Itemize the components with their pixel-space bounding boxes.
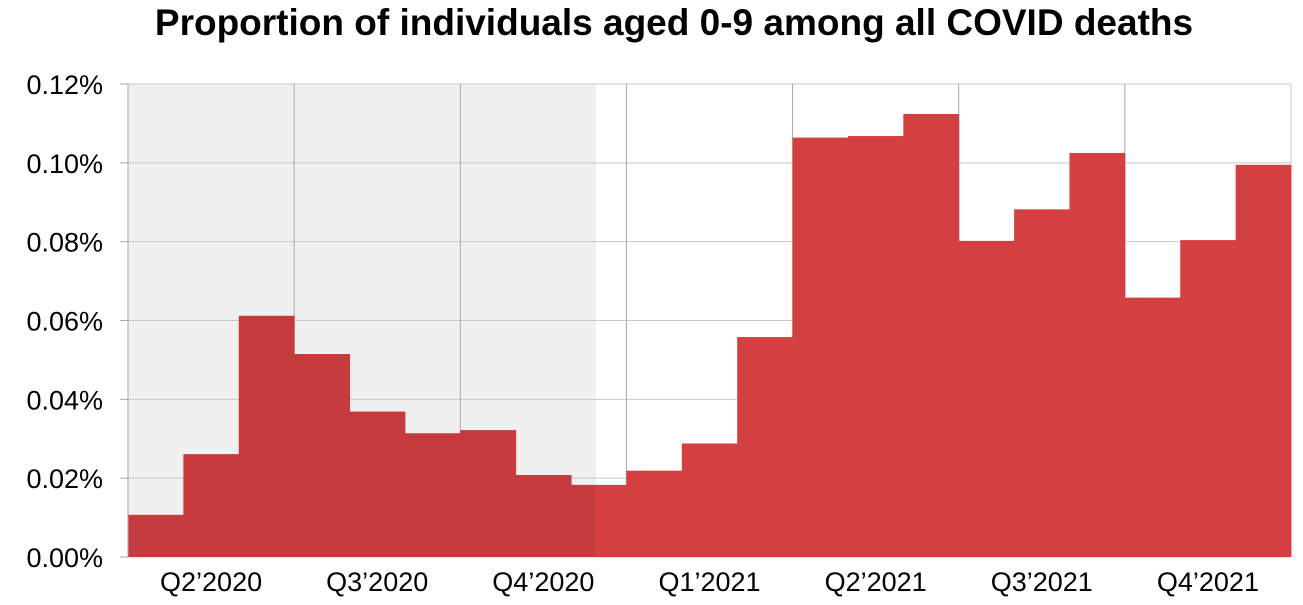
bar xyxy=(1124,297,1181,557)
y-tick-label: 0.10% xyxy=(26,149,103,179)
bar xyxy=(183,454,240,557)
bar xyxy=(460,430,517,557)
bar xyxy=(238,315,295,557)
y-tick-label: 0.02% xyxy=(26,464,103,494)
bar xyxy=(903,113,960,557)
bar xyxy=(626,470,683,557)
x-tick-label: Q4’2020 xyxy=(492,567,594,597)
x-tick-label: Q2’2020 xyxy=(160,567,262,597)
y-tick-label: 0.08% xyxy=(26,228,103,258)
chart-title: Proportion of individuals aged 0-9 among… xyxy=(155,2,1193,43)
bar xyxy=(571,484,596,557)
bar xyxy=(792,137,849,557)
bar xyxy=(128,514,184,557)
x-tick-label: Q4’2021 xyxy=(1157,567,1259,597)
bar xyxy=(847,136,904,557)
bar xyxy=(1069,152,1126,557)
bars xyxy=(128,113,1292,557)
bar xyxy=(737,337,794,557)
x-tick-label: Q3’2020 xyxy=(326,567,428,597)
bar xyxy=(349,411,406,557)
bar xyxy=(294,354,351,557)
bar-segment xyxy=(595,484,627,557)
bar xyxy=(1180,240,1237,557)
bar xyxy=(404,433,461,557)
y-tick-label: 0.12% xyxy=(26,70,103,100)
bar xyxy=(1235,164,1292,557)
x-tick-label: Q1’2021 xyxy=(658,567,760,597)
bar xyxy=(1014,209,1070,557)
y-tick-label: 0.06% xyxy=(26,307,103,337)
axes: 0.00% 0.02% 0.04% 0.06% 0.08% 0.10% 0.12% Q2’20… xyxy=(26,70,1259,597)
bar xyxy=(681,443,738,557)
y-tick-label: 0.00% xyxy=(26,543,103,573)
bar xyxy=(958,240,1015,557)
x-tick-label: Q2’2021 xyxy=(825,567,927,597)
bar xyxy=(515,475,572,557)
y-tick-label: 0.04% xyxy=(26,385,103,415)
x-tick-label: Q3’2021 xyxy=(991,567,1093,597)
